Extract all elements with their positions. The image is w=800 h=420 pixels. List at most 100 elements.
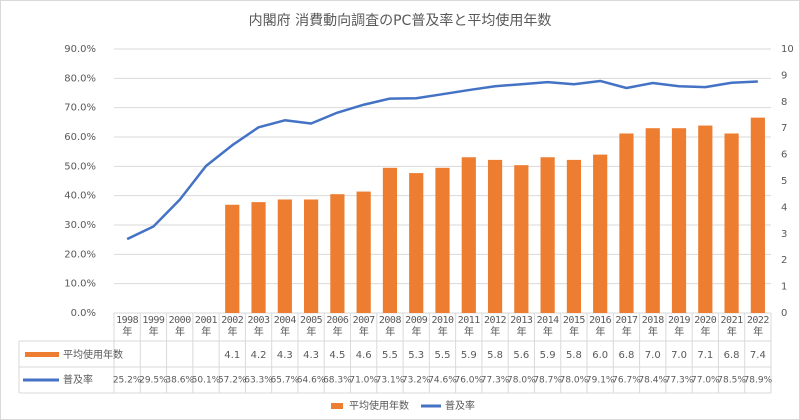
- table-value: 7.0: [671, 350, 687, 361]
- legend-key: [331, 403, 343, 409]
- y-tick-label: 40.0%: [64, 191, 96, 202]
- x-tick-label: 2022年: [746, 315, 770, 338]
- y-tick-label: 50.0%: [64, 161, 96, 172]
- x-tick-label: 2008年: [378, 315, 402, 338]
- table-value: 5.9: [540, 350, 556, 361]
- bar: [540, 157, 555, 313]
- bar: [382, 167, 398, 313]
- table-value: 78.5%: [717, 376, 746, 386]
- bar: [304, 199, 319, 313]
- table-value: 79.1%: [586, 376, 615, 386]
- table-value: 6.8: [724, 350, 740, 361]
- x-tick-label: 2014年: [536, 315, 560, 338]
- x-tick-label: 2019年: [667, 315, 691, 338]
- x-tick-label: 2006年: [326, 315, 349, 338]
- bar: [671, 128, 687, 313]
- table-value: 4.2: [251, 350, 267, 361]
- table-value: 7.1: [697, 350, 713, 361]
- x-tick-label: 2005年: [300, 315, 323, 338]
- bar: [645, 128, 660, 313]
- table-value: 74.6%: [428, 376, 457, 386]
- y2-tick-label: 3: [781, 229, 787, 240]
- x-tick-label: 2010年: [431, 315, 454, 338]
- x-tick-label: 2015年: [562, 315, 586, 338]
- x-tick-label: 2004年: [273, 315, 297, 338]
- x-tick-label: 2012年: [484, 315, 507, 338]
- bar: [698, 125, 713, 313]
- table-value: 4.6: [356, 350, 372, 361]
- bar: [251, 202, 266, 313]
- y2-tick-label: 9: [781, 70, 787, 81]
- table-legend-key: [25, 352, 59, 357]
- table-value: 68.3%: [323, 376, 352, 386]
- table-value: 5.6: [513, 350, 529, 361]
- y2-tick-label: 2: [781, 255, 787, 266]
- table-value: 7.0: [645, 350, 661, 361]
- legend-label: 普及率: [445, 399, 475, 412]
- y-tick-label: 80.0%: [64, 73, 96, 84]
- x-tick-label: 2021年: [720, 315, 744, 338]
- table-value: 63.3%: [244, 376, 273, 386]
- table-value: 77.3%: [665, 376, 694, 386]
- x-tick-label: 2020年: [694, 315, 717, 338]
- table-value: 78.9%: [744, 376, 773, 386]
- table-value: 29.5%: [139, 376, 168, 386]
- table-value: 78.0%: [560, 376, 589, 386]
- table-value: 4.5: [329, 350, 345, 361]
- y-tick-label: 10.0%: [64, 279, 96, 290]
- x-tick-label: 2017年: [615, 315, 638, 338]
- y2-tick-label: 5: [781, 176, 787, 187]
- x-tick-label: 2018年: [641, 315, 665, 338]
- table-value: 50.1%: [192, 376, 221, 386]
- x-tick-label: 2016年: [589, 315, 612, 338]
- table-value: 6.0: [592, 350, 608, 361]
- table-value: 57.2%: [218, 376, 247, 386]
- y-tick-label: 70.0%: [64, 103, 96, 114]
- table-value: 4.1: [224, 350, 240, 361]
- table-value: 5.5: [435, 350, 451, 361]
- x-tick-label: 2002年: [221, 315, 244, 338]
- bar: [566, 159, 581, 313]
- x-tick-label: 2013年: [510, 315, 533, 338]
- legend-label: 平均使用年数: [349, 399, 409, 412]
- table-value: 5.9: [461, 350, 477, 361]
- bar: [277, 199, 292, 313]
- x-tick-label: 2007年: [352, 315, 376, 338]
- table-value: 6.8: [619, 350, 635, 361]
- bar: [330, 194, 345, 313]
- table-value: 77.0%: [691, 376, 720, 386]
- y-tick-label: 30.0%: [64, 220, 96, 231]
- bar: [619, 133, 634, 313]
- x-tick-label: 2003年: [247, 315, 270, 338]
- chart-title: 内閣府 消費動向調査のPC普及率と平均使用年数: [249, 12, 552, 29]
- table-value: 71.0%: [349, 376, 378, 386]
- bar: [514, 165, 529, 313]
- bar: [461, 157, 476, 313]
- y2-tick-label: 7: [781, 123, 787, 134]
- table-value: 7.4: [750, 350, 766, 361]
- x-tick-label: 2001年: [194, 315, 218, 338]
- x-tick-label: 1999年: [142, 315, 165, 338]
- table-row-header: 普及率: [63, 373, 93, 386]
- table-value: 73.1%: [376, 376, 405, 386]
- table-value: 38.6%: [165, 376, 194, 386]
- table-value: 78.7%: [533, 376, 562, 386]
- bar: [487, 159, 503, 313]
- table-row-header: 平均使用年数: [63, 348, 123, 361]
- table-value: 78.0%: [507, 376, 536, 386]
- x-tick-label: 2000年: [168, 315, 192, 338]
- bar: [593, 154, 608, 313]
- table-value: 4.3: [277, 350, 293, 361]
- line: [126, 79, 758, 241]
- bar: [435, 167, 450, 313]
- table-value: 5.8: [566, 350, 582, 361]
- y-tick-label: 0.0%: [71, 308, 96, 319]
- table-value: 5.3: [408, 350, 424, 361]
- bar: [409, 173, 424, 313]
- table-value: 76.7%: [612, 376, 641, 386]
- table-value: 78.4%: [638, 376, 667, 386]
- table-value: 5.8: [487, 350, 503, 361]
- y2-tick-label: 8: [781, 97, 787, 108]
